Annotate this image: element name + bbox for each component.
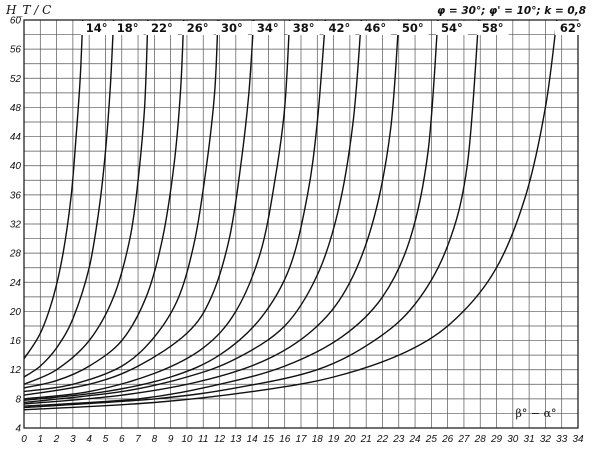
x-tick-label: 27 [457,434,470,445]
y-tick-label: 12 [10,365,22,376]
curve-label-5: 34° [257,21,279,35]
x-tick-label: 32 [540,434,552,445]
curve-5 [23,19,255,396]
curve-2 [23,19,149,385]
parameters-annotation: φ = 30°; φ' = 10°; k = 0,8 [437,5,586,17]
x-tick-label: 23 [392,434,405,445]
x-tick-label: 22 [376,434,389,445]
y-tick-label: 24 [9,278,22,289]
curve-label-1: 18° [117,21,139,35]
curve-9 [23,19,400,405]
x-tick-label: 28 [474,434,487,445]
x-tick-label: 16 [279,434,291,445]
y-tick-label: 56 [10,45,22,56]
x-tick-label: 5 [103,434,109,445]
x-tick-label: 1 [38,434,44,445]
curve-label-bg [251,21,284,35]
curve-label-bg [215,21,248,35]
y-tick-label: 20 [9,307,22,318]
x-tick-label: 10 [181,434,193,445]
x-tick-label: 29 [490,434,503,445]
x-tick-label: 8 [152,434,158,445]
curves [23,19,558,411]
curve-10 [23,19,439,407]
curve-label-bg [435,21,468,35]
x-tick-label: 7 [135,434,141,445]
x-tick-label: 30 [507,434,519,445]
tick-labels: 0 1 2 3 4 5 6 7 8 9 10 11 12 13 14 15 16 17 18 19 20 21 22 23 24… [9,16,584,446]
x-tick-label: 33 [556,434,568,445]
curve-labels: 14° 18° 22° 26° 30° 34° 38° 42° 46° 50° 54° 58° 62° [80,21,587,35]
curve-label-bg [554,21,587,35]
x-tick-label: 9 [168,434,174,445]
x-tick-label: 12 [214,434,226,445]
y-tick-label: 4 [15,424,21,435]
curve-label-2: 22° [151,21,173,35]
x-tick-label: 20 [343,434,356,445]
curve-label-bg [396,21,429,35]
curve-label-3: 26° [187,21,209,35]
x-tick-label: 4 [86,434,92,445]
curve-12 [23,19,558,411]
y-tick-label: 8 [15,394,21,405]
x-tick-label: 6 [119,434,125,445]
curve-label-bg [111,21,144,35]
curve-0 [23,19,84,360]
grid [23,19,579,429]
x-tick-label: 17 [295,434,307,445]
y-tick-label: 40 [10,161,22,172]
x-tick-label: 14 [247,434,259,445]
y-tick-label: 28 [9,249,22,260]
curve-1 [23,19,115,378]
x-tick-label: 0 [21,434,27,445]
curve-label-bg [181,21,214,35]
curve-label-9: 50° [402,21,424,35]
y-tick-label: 16 [10,336,22,347]
curve-label-6: 38° [293,21,315,35]
y-axis-label: H_T / C [5,3,51,17]
curve-label-bg [145,21,178,35]
y-tick-label: 48 [10,103,22,114]
curve-label-bg [80,21,113,35]
x-tick-label: 18 [312,434,324,445]
x-tick-label: 31 [524,434,535,445]
x-tick-label: 24 [408,434,421,445]
curve-label-10: 54° [441,21,463,35]
curve-label-bg [287,21,320,35]
x-tick-label: 13 [230,434,242,445]
curve-label-bg [476,21,509,35]
curve-label-11: 58° [482,21,504,35]
x-tick-label: 15 [263,434,275,445]
curve-label-12: 62° [560,21,582,35]
y-tick-label: 36 [10,190,22,201]
x-tick-label: 19 [328,434,340,445]
x-tick-label: 26 [441,434,454,445]
y-tick-label: 60 [10,16,22,27]
curve-7 [23,19,327,401]
curve-11 [23,19,480,409]
x-tick-label: 21 [360,434,372,445]
x-tick-label: 34 [572,434,584,445]
y-tick-label: 32 [10,220,22,231]
plot-frame [23,19,579,429]
curve-label-4: 30° [221,21,243,35]
x-tick-label: 25 [425,434,438,445]
x-tick-label: 2 [53,434,60,445]
y-tick-label: 52 [10,74,22,85]
curve-3 [23,19,185,389]
curve-label-bg [359,21,392,35]
curve-6 [23,19,291,400]
x-tick-label: 11 [198,434,208,445]
x-axis-label: β° − α° [516,407,557,420]
curve-label-bg [323,21,356,35]
curve-4 [23,19,219,393]
y-tick-label: 44 [10,132,22,143]
curve-label-8: 46° [364,21,386,35]
curve-label-0: 14° [86,21,108,35]
curve-8 [23,19,362,404]
x-tick-label: 3 [70,434,76,445]
curve-label-7: 42° [329,21,351,35]
